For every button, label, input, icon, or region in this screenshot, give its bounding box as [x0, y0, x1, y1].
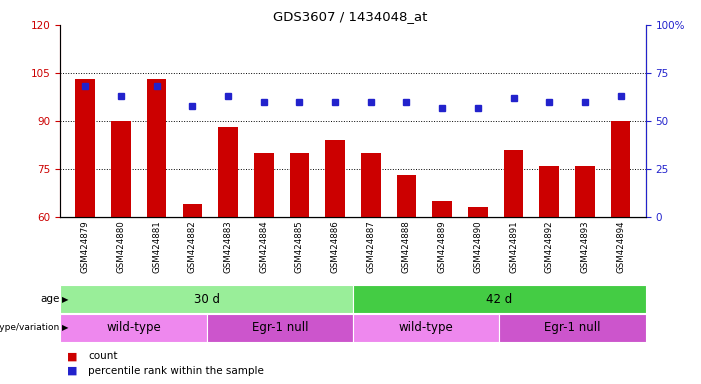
Bar — [504, 150, 524, 217]
Text: GSM424879: GSM424879 — [81, 220, 90, 273]
Bar — [60, 314, 207, 342]
Bar — [353, 314, 499, 342]
Bar — [353, 285, 646, 313]
Bar — [397, 175, 416, 217]
Text: count: count — [88, 351, 118, 361]
Bar — [575, 166, 594, 217]
Bar — [540, 166, 559, 217]
Bar — [290, 153, 309, 217]
Bar — [147, 79, 166, 217]
Text: Egr-1 null: Egr-1 null — [544, 321, 601, 334]
Text: GSM424884: GSM424884 — [259, 220, 268, 273]
Bar — [76, 79, 95, 217]
Text: GSM424887: GSM424887 — [367, 220, 375, 273]
Text: wild-type: wild-type — [399, 321, 454, 334]
Text: genotype/variation: genotype/variation — [0, 323, 60, 333]
Text: GSM424892: GSM424892 — [545, 220, 554, 273]
Bar — [218, 127, 238, 217]
Text: 42 d: 42 d — [486, 293, 512, 306]
Bar — [468, 207, 488, 217]
Text: GSM424880: GSM424880 — [116, 220, 125, 273]
Bar — [499, 314, 646, 342]
Text: 30 d: 30 d — [193, 293, 219, 306]
Text: GSM424883: GSM424883 — [224, 220, 233, 273]
Text: GSM424891: GSM424891 — [509, 220, 518, 273]
Text: GSM424894: GSM424894 — [616, 220, 625, 273]
Text: percentile rank within the sample: percentile rank within the sample — [88, 366, 264, 376]
Bar — [361, 153, 381, 217]
Text: GSM424886: GSM424886 — [331, 220, 339, 273]
Text: ▶: ▶ — [62, 295, 68, 304]
Text: GDS3607 / 1434048_at: GDS3607 / 1434048_at — [273, 10, 428, 23]
Text: ■: ■ — [67, 351, 78, 361]
Text: GSM424888: GSM424888 — [402, 220, 411, 273]
Text: ▶: ▶ — [62, 323, 68, 333]
Text: GSM424889: GSM424889 — [437, 220, 447, 273]
Bar — [111, 121, 131, 217]
Text: GSM424885: GSM424885 — [295, 220, 304, 273]
Text: GSM424893: GSM424893 — [580, 220, 590, 273]
Text: GSM424882: GSM424882 — [188, 220, 197, 273]
Text: GSM424890: GSM424890 — [473, 220, 482, 273]
Bar — [433, 201, 452, 217]
Bar — [611, 121, 630, 217]
Text: age: age — [40, 294, 60, 304]
Bar — [207, 314, 353, 342]
Text: GSM424881: GSM424881 — [152, 220, 161, 273]
Text: wild-type: wild-type — [106, 321, 161, 334]
Bar — [254, 153, 273, 217]
Bar — [182, 204, 202, 217]
Bar — [60, 285, 353, 313]
Text: ■: ■ — [67, 366, 78, 376]
Bar — [325, 140, 345, 217]
Text: Egr-1 null: Egr-1 null — [252, 321, 308, 334]
